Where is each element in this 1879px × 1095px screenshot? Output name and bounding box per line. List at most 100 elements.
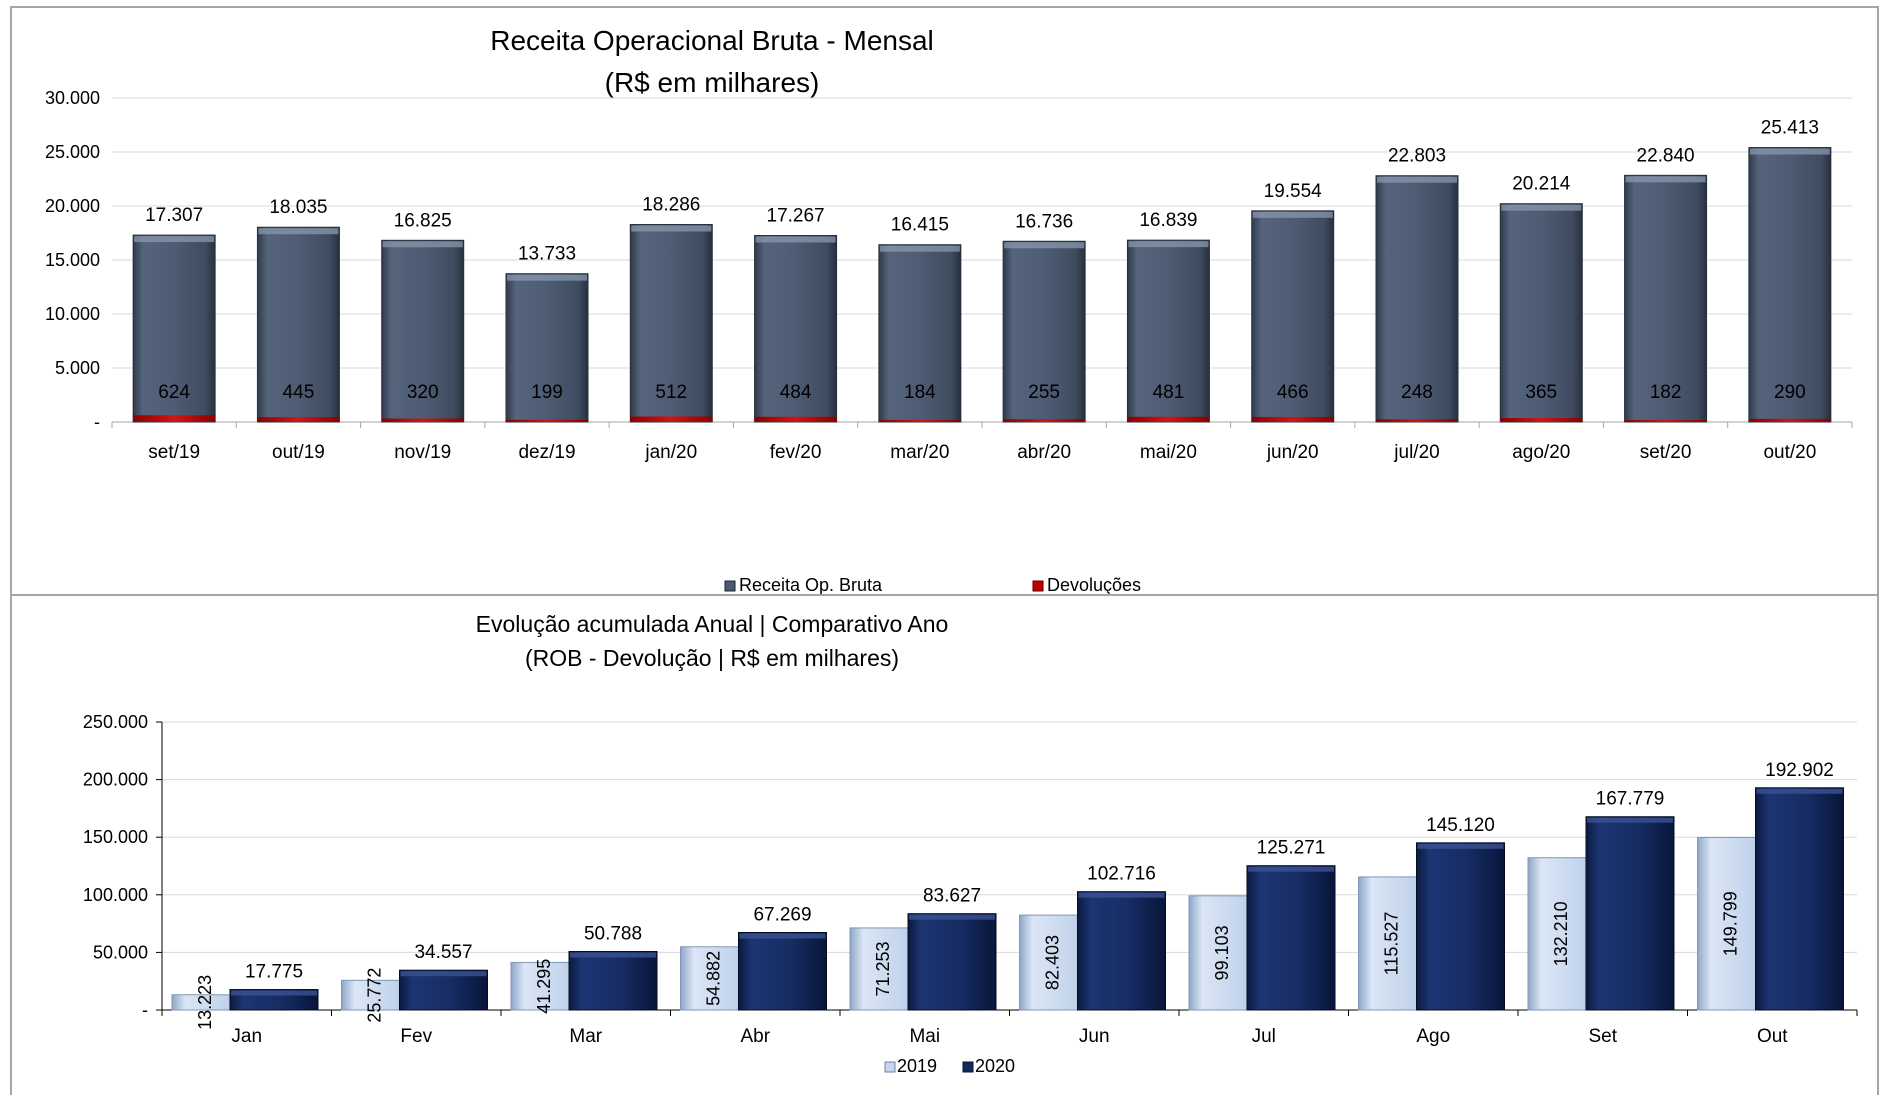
revenue-data-label: 18.035 <box>269 197 327 218</box>
bar-2020 <box>399 969 488 1011</box>
returns-bar <box>1624 420 1707 422</box>
data-label-2019: 71.253 <box>873 941 893 996</box>
revenue-data-label: 22.840 <box>1637 145 1695 166</box>
chart1-y-tick-label: - <box>94 412 100 432</box>
revenue-bar <box>505 273 589 423</box>
chart1-x-tick-label: out/19 <box>272 442 325 463</box>
revenue-data-label: 16.415 <box>891 215 949 236</box>
chart2-x-tick-label: Ago <box>1416 1026 1450 1047</box>
revenue-bar <box>754 235 838 423</box>
cumulative-comparison-panel: Evolução acumulada Anual | Comparativo A… <box>10 594 1879 1095</box>
revenue-data-label: 17.267 <box>767 206 825 227</box>
revenue-data-label: 22.803 <box>1388 146 1446 167</box>
bar-2020 <box>1246 865 1336 1011</box>
data-label-2020: 145.120 <box>1426 815 1495 836</box>
chart1-y-tick-label: 15.000 <box>45 250 100 270</box>
data-label-2020: 83.627 <box>923 886 981 907</box>
data-label-2020: 102.716 <box>1087 864 1156 885</box>
chart1-y-tick-label: 10.000 <box>45 304 100 324</box>
data-label-2020: 67.269 <box>753 905 811 926</box>
chart1-title: Receita Operacional Bruta - Mensal <box>490 25 934 56</box>
bar-2020 <box>568 950 658 1011</box>
bar-2020-bevel <box>570 952 656 958</box>
chart1-y-tick-label: 25.000 <box>45 142 100 162</box>
revenue-bar-bevel <box>1128 241 1209 248</box>
returns-bar <box>133 415 216 422</box>
bar-2020 <box>738 932 827 1011</box>
revenue-bar-bevel <box>134 236 215 243</box>
data-label-2020: 50.788 <box>584 923 642 944</box>
chart2-title: Evolução acumulada Anual | Comparativo A… <box>476 611 949 637</box>
returns-data-label: 248 <box>1401 382 1433 403</box>
chart1-y-tick-label: 5.000 <box>55 358 100 378</box>
chart2-x-tick-label: Jan <box>231 1026 262 1047</box>
revenue-bar-bevel <box>1252 211 1333 218</box>
returns-bar <box>1748 418 1831 422</box>
revenue-bar <box>1624 174 1708 423</box>
revenue-bar-bevel <box>1501 204 1582 211</box>
revenue-data-label: 25.413 <box>1761 118 1819 139</box>
chart1-x-tick-label: out/20 <box>1763 442 1816 463</box>
monthly-revenue-panel: Receita Operacional Bruta - Mensal (R$ e… <box>10 6 1879 596</box>
legend-swatch-2019 <box>884 1061 896 1073</box>
revenue-bar <box>1748 147 1832 423</box>
revenue-bar-bevel <box>1004 242 1085 249</box>
bar-2020 <box>1416 842 1505 1011</box>
chart1-x-tick-label: mai/20 <box>1140 442 1197 463</box>
revenue-bar-bevel <box>631 225 712 232</box>
chart2-x-tick-label: Jun <box>1079 1026 1110 1047</box>
chart2-x-tick-label: Out <box>1757 1026 1788 1047</box>
legend-swatch-receita <box>724 580 736 592</box>
legend-label-receita: Receita Op. Bruta <box>739 575 883 594</box>
revenue-bar <box>256 226 340 423</box>
chart1-subtitle: (R$ em milhares) <box>605 67 820 98</box>
chart2-x-tick-label: Abr <box>740 1026 770 1047</box>
returns-bar <box>1376 419 1458 422</box>
chart1-x-tick-label: nov/19 <box>394 442 451 463</box>
revenue-data-label: 16.736 <box>1015 211 1073 232</box>
data-label-2020: 17.775 <box>245 962 303 983</box>
chart1-x-tick-label: dez/19 <box>518 442 575 463</box>
returns-bar <box>1251 416 1334 422</box>
chart1-y-tick-label: 20.000 <box>45 196 100 216</box>
chart1-x-tick-label: fev/20 <box>770 442 822 463</box>
data-label-2020: 125.271 <box>1257 838 1326 859</box>
data-label-2020: 192.902 <box>1765 760 1834 781</box>
bar-2020-bevel <box>909 914 995 920</box>
returns-bar <box>1500 418 1583 422</box>
revenue-bar <box>629 224 713 423</box>
cumulative-comparison-chart: Evolução acumulada Anual | Comparativo A… <box>83 611 1858 1076</box>
returns-bar <box>1003 419 1086 422</box>
bar-2020-bevel <box>1587 817 1673 823</box>
chart2-legend: 2019 2020 <box>884 1056 1015 1076</box>
bar-2020-bevel <box>1756 788 1843 794</box>
returns-bar <box>754 416 837 422</box>
legend-swatch-devolucoes <box>1032 580 1044 592</box>
returns-bar <box>630 416 713 422</box>
revenue-bar <box>878 244 962 423</box>
revenue-bar-bevel <box>755 236 836 243</box>
bar-2020-bevel <box>400 971 487 977</box>
chart2-y-tick-label: 150.000 <box>83 827 148 847</box>
legend-label-devolucoes: Devoluções <box>1047 575 1141 594</box>
returns-data-label: 512 <box>655 382 687 403</box>
revenue-bar <box>1002 240 1086 423</box>
returns-data-label: 182 <box>1650 382 1682 403</box>
chart2-x-tick-label: Set <box>1588 1026 1617 1047</box>
chart2-y-tick-label: 200.000 <box>83 770 148 790</box>
returns-data-label: 320 <box>407 382 439 403</box>
data-label-2019: 115.527 <box>1382 912 1402 976</box>
returns-data-label: 445 <box>283 382 315 403</box>
data-label-2020: 34.557 <box>414 942 472 963</box>
revenue-bar <box>1375 175 1459 423</box>
chart1-x-tick-label: jul/20 <box>1393 442 1439 463</box>
returns-data-label: 255 <box>1028 382 1060 403</box>
revenue-data-label: 18.286 <box>642 195 700 216</box>
data-label-2019: 25.772 <box>365 968 385 1023</box>
revenue-bar-bevel <box>879 245 960 252</box>
revenue-bar-bevel <box>507 274 587 281</box>
returns-bar <box>878 420 961 422</box>
data-label-2019: 41.295 <box>534 959 554 1014</box>
legend-label-2020: 2020 <box>975 1056 1015 1076</box>
